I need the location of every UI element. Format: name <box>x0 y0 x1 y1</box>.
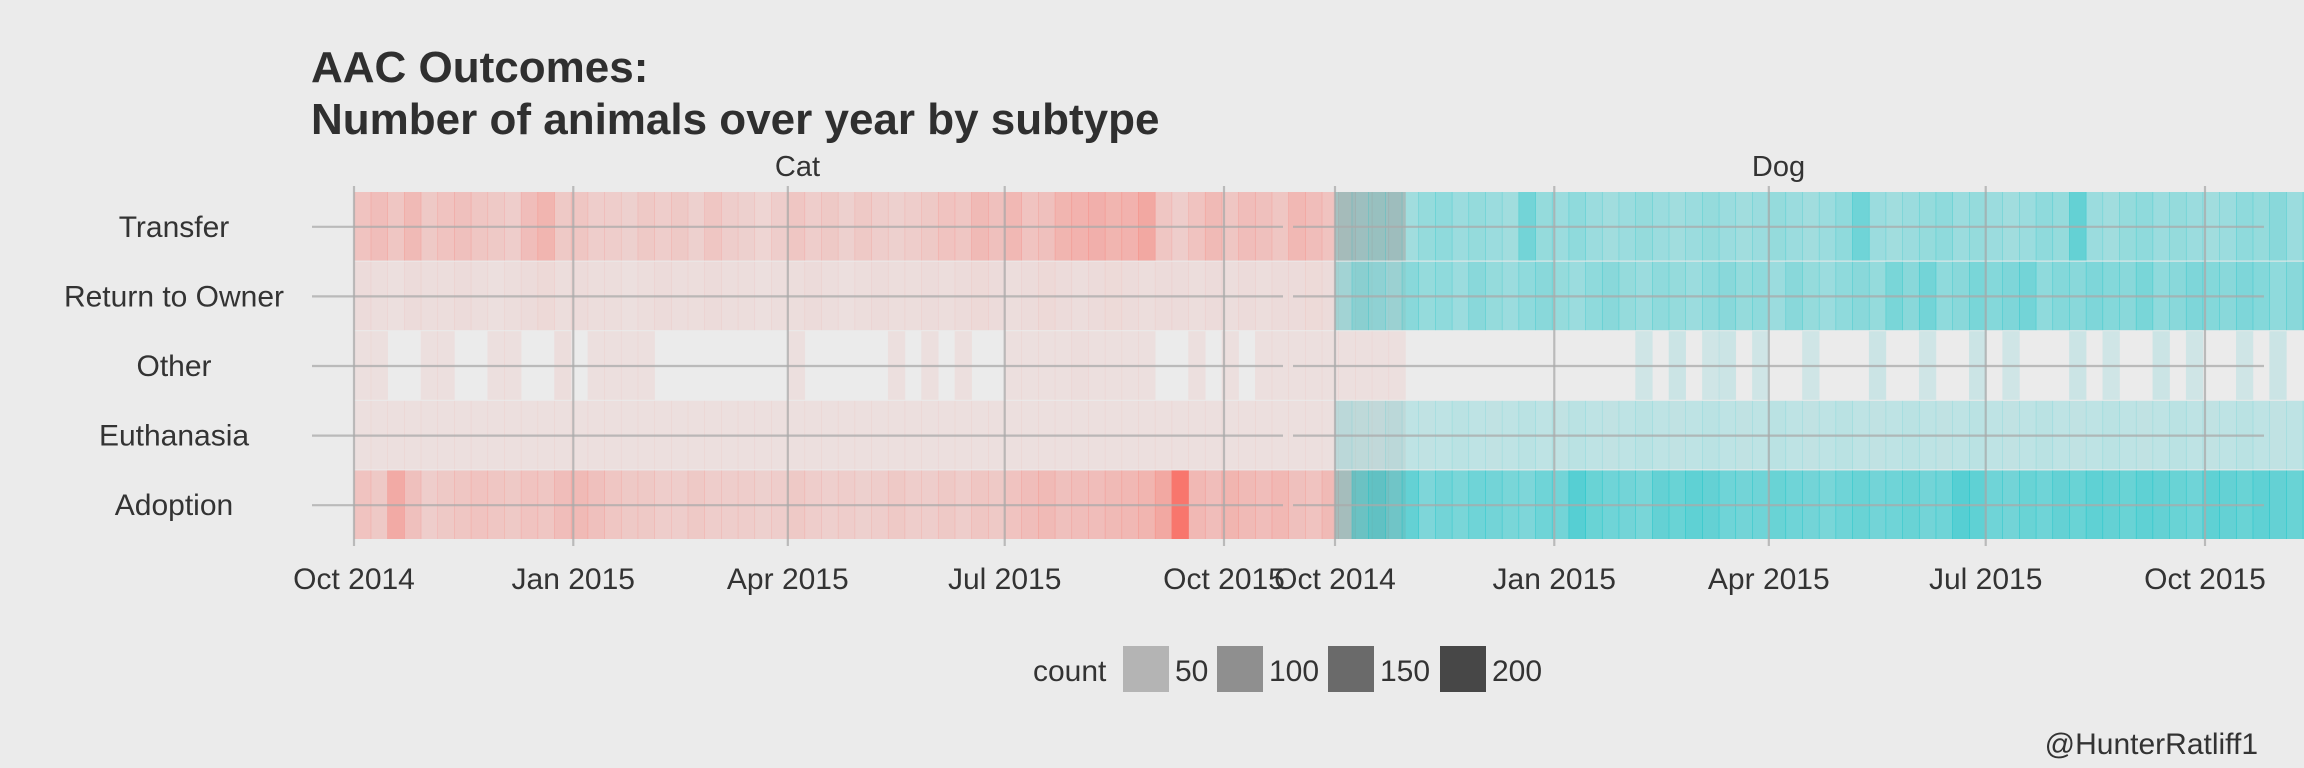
legend-key <box>1440 646 1486 692</box>
x-tick-label: Apr 2015 <box>727 563 849 596</box>
heatmap-tile <box>2269 470 2287 539</box>
x-tick-label: Jul 2015 <box>948 563 1061 596</box>
heatmap-tile <box>2286 400 2304 470</box>
legend-label: 150 <box>1380 655 1430 688</box>
y-tick-label: Return to Owner <box>64 280 284 313</box>
x-tick-label: Oct 2015 <box>1163 563 1285 596</box>
fill-legend: count 50 100 150 200 <box>1033 646 1542 692</box>
legend-title: count <box>1033 655 1107 688</box>
heatmap-row-euthanasia <box>354 400 1406 470</box>
heatmap-tile <box>2269 192 2287 261</box>
x-tick-label: Jul 2015 <box>1929 563 2042 596</box>
heatmap-row-adoption <box>1335 470 2304 539</box>
facet-panel-dog: Dog Oct 2014 Jan 2015 Apr 2015 Jul 2015 Oct 2… <box>1274 151 2304 596</box>
chart-subtitle: Number of animals over year by subtype <box>311 95 1160 144</box>
heatmap-tile <box>2286 192 2304 261</box>
grid-lines <box>312 186 1283 546</box>
chart-title: AAC Outcomes: <box>311 43 648 92</box>
legend-key <box>1328 646 1374 692</box>
y-tick-label: Adoption <box>115 489 233 522</box>
x-tick-label: Oct 2014 <box>293 563 415 596</box>
heatmap-tile <box>2286 261 2304 331</box>
facet-panel-cat: Cat Oct 2014 Jan 2015 Apr 2015 Jul 2015 Oct 2… <box>293 151 1406 596</box>
facet-strip-label: Dog <box>1752 151 1805 183</box>
y-tick-label: Other <box>136 350 211 383</box>
heatmap-tile <box>2269 331 2287 400</box>
legend-key <box>1123 646 1169 692</box>
x-tick-label: Apr 2015 <box>1708 563 1830 596</box>
heatmap-tile <box>2286 470 2304 539</box>
grid-lines <box>1293 186 2264 546</box>
legend-label: 50 <box>1175 655 1208 688</box>
heatmap-tile <box>2269 400 2287 470</box>
facet-panels: Cat Oct 2014 Jan 2015 Apr 2015 Jul 2015 Oct 2… <box>64 151 2304 596</box>
heatmap-tile <box>2269 261 2287 331</box>
legend-key <box>1217 646 1263 692</box>
heatmap-tile <box>2302 400 2304 470</box>
y-tick-label: Transfer <box>119 211 230 244</box>
legend-label: 100 <box>1269 655 1319 688</box>
x-tick-label: Oct 2015 <box>2144 563 2266 596</box>
legend-label: 200 <box>1492 655 1542 688</box>
heatmap-tile <box>2302 192 2304 261</box>
facet-strip-label: Cat <box>775 151 820 183</box>
chart-caption: @HunterRatliff1 <box>2045 728 2258 761</box>
x-tick-label: Jan 2015 <box>512 563 635 596</box>
heatmap-tile <box>2302 470 2304 539</box>
heatmap-tile <box>2302 261 2304 331</box>
y-tick-label: Euthanasia <box>99 420 249 453</box>
x-tick-label: Jan 2015 <box>1493 563 1616 596</box>
x-tick-label: Oct 2014 <box>1274 563 1396 596</box>
